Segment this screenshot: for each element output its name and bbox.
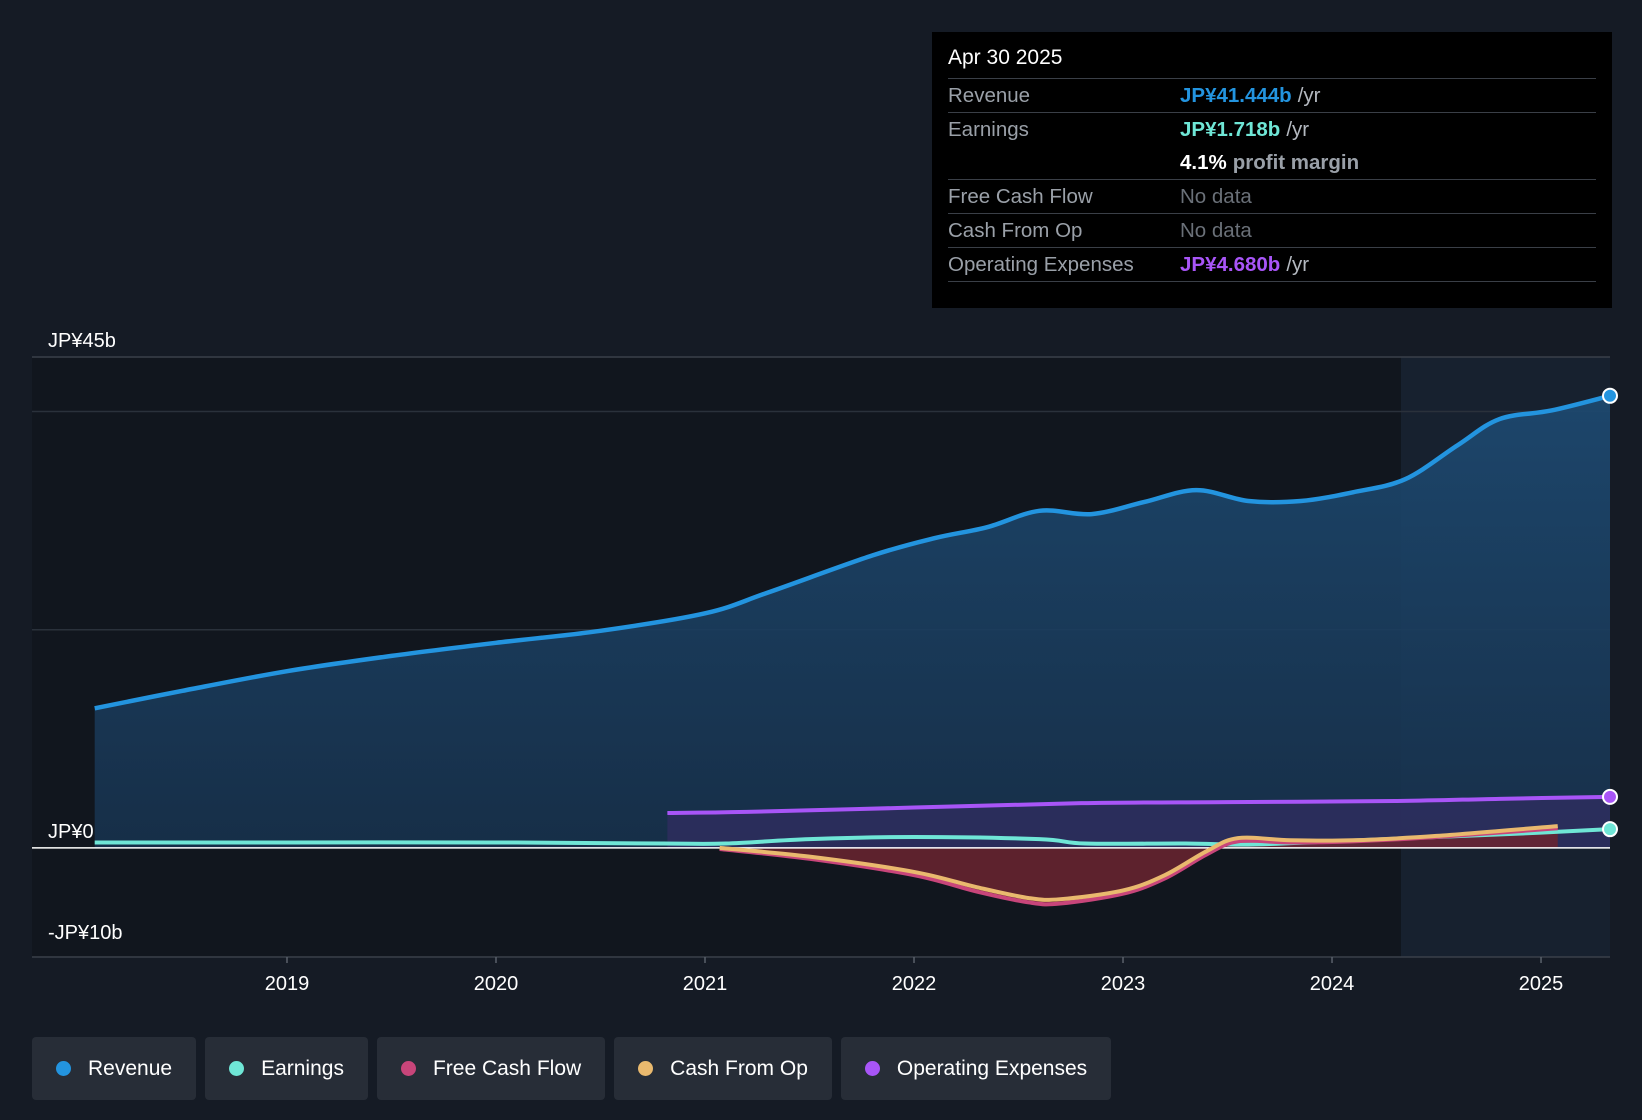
- legend-item-earnings[interactable]: Earnings: [205, 1037, 368, 1100]
- tooltip-date: Apr 30 2025: [948, 46, 1063, 69]
- tooltip-label-opex: Operating Expenses: [948, 252, 1134, 276]
- tooltip-label-revenue: Revenue: [948, 83, 1031, 107]
- y-tick-label: JP¥0: [48, 821, 94, 843]
- x-tick-label: 2019: [265, 973, 310, 995]
- y-axis-labels: JP¥45b JP¥0 -JP¥10b: [48, 330, 123, 944]
- x-tick-label: 2020: [474, 973, 519, 995]
- tooltip-value-earnings: JP¥1.718b: [1180, 117, 1281, 141]
- tooltip-row-margin: 4.1% profit margin: [948, 146, 1596, 179]
- opex-line: [667, 794, 1611, 815]
- legend-label-revenue: Revenue: [88, 1056, 173, 1080]
- x-tick-label: 2021: [683, 973, 728, 995]
- series-lines: [32, 393, 1611, 907]
- tooltip-row-cfo: Cash From Op No data: [948, 213, 1596, 247]
- tooltip-unit-earnings: /yr: [1286, 117, 1310, 141]
- legend-label-earnings: Earnings: [261, 1056, 344, 1080]
- tooltip-row-earnings: Earnings JP¥1.718b /yr: [948, 112, 1596, 146]
- tooltip-panel: Apr 30 2025 Revenue JP¥41.444b /yr Earni…: [932, 32, 1612, 308]
- legend: Revenue Earnings Free Cash Flow Cash Fro…: [32, 1037, 1112, 1100]
- fcf-dot-icon: [400, 1061, 416, 1076]
- opex-dot-icon: [864, 1061, 880, 1076]
- earnings-end-marker: [1602, 821, 1618, 838]
- tooltip-unit-opex: /yr: [1286, 252, 1310, 276]
- tooltip-value-fcf: No data: [1180, 184, 1252, 208]
- legend-item-opex[interactable]: Operating Expenses: [840, 1037, 1112, 1100]
- tooltip-label-cfo: Cash From Op: [948, 218, 1083, 242]
- x-tick-label: 2023: [1101, 973, 1146, 995]
- tooltip-value-opex: JP¥4.680b: [1180, 252, 1281, 276]
- tooltip-label-fcf: Free Cash Flow: [948, 184, 1093, 208]
- tooltip-unit-margin: profit margin: [1232, 150, 1360, 174]
- tooltip-row-opex: Operating Expenses JP¥4.680b /yr: [948, 247, 1596, 282]
- tooltip-row-revenue: Revenue JP¥41.444b /yr: [948, 78, 1596, 112]
- cfo-dot-icon: [638, 1061, 654, 1076]
- cfo-line: [719, 824, 1558, 902]
- y-tick-label: JP¥45b: [48, 330, 116, 352]
- earnings-dot-icon: [229, 1061, 245, 1076]
- end-markers: [1602, 387, 1618, 838]
- revenue-area: [94, 395, 1610, 848]
- x-tick-label: 2024: [1310, 973, 1355, 995]
- tooltip-value-cfo: No data: [1180, 218, 1252, 242]
- tooltip-row-fcf: Free Cash Flow No data: [948, 179, 1596, 213]
- tooltip-label-earnings: Earnings: [948, 117, 1029, 141]
- x-tick-label: 2022: [892, 973, 937, 995]
- legend-label-fcf: Free Cash Flow: [432, 1056, 582, 1080]
- opex-end-marker: [1602, 788, 1618, 805]
- tooltip-unit-revenue: /yr: [1297, 83, 1321, 107]
- x-axis-labels: 2019 2020 2021 2022 2023 2024 2025: [265, 957, 1564, 995]
- legend-item-fcf[interactable]: Free Cash Flow: [376, 1037, 606, 1100]
- revenue-line: [94, 393, 1611, 711]
- legend-label-cfo: Cash From Op: [670, 1056, 808, 1080]
- revenue-end-marker: [1602, 387, 1618, 404]
- legend-item-revenue[interactable]: Revenue: [32, 1037, 197, 1100]
- tooltip-value-margin: 4.1%: [1180, 150, 1227, 174]
- revenue-dot-icon: [56, 1061, 71, 1076]
- tooltip-value-revenue: JP¥41.444b: [1180, 83, 1292, 107]
- legend-label-opex: Operating Expenses: [896, 1056, 1088, 1080]
- legend-item-cfo[interactable]: Cash From Op: [614, 1037, 832, 1100]
- x-tick-label: 2025: [1519, 973, 1564, 995]
- y-tick-label: -JP¥10b: [48, 922, 123, 944]
